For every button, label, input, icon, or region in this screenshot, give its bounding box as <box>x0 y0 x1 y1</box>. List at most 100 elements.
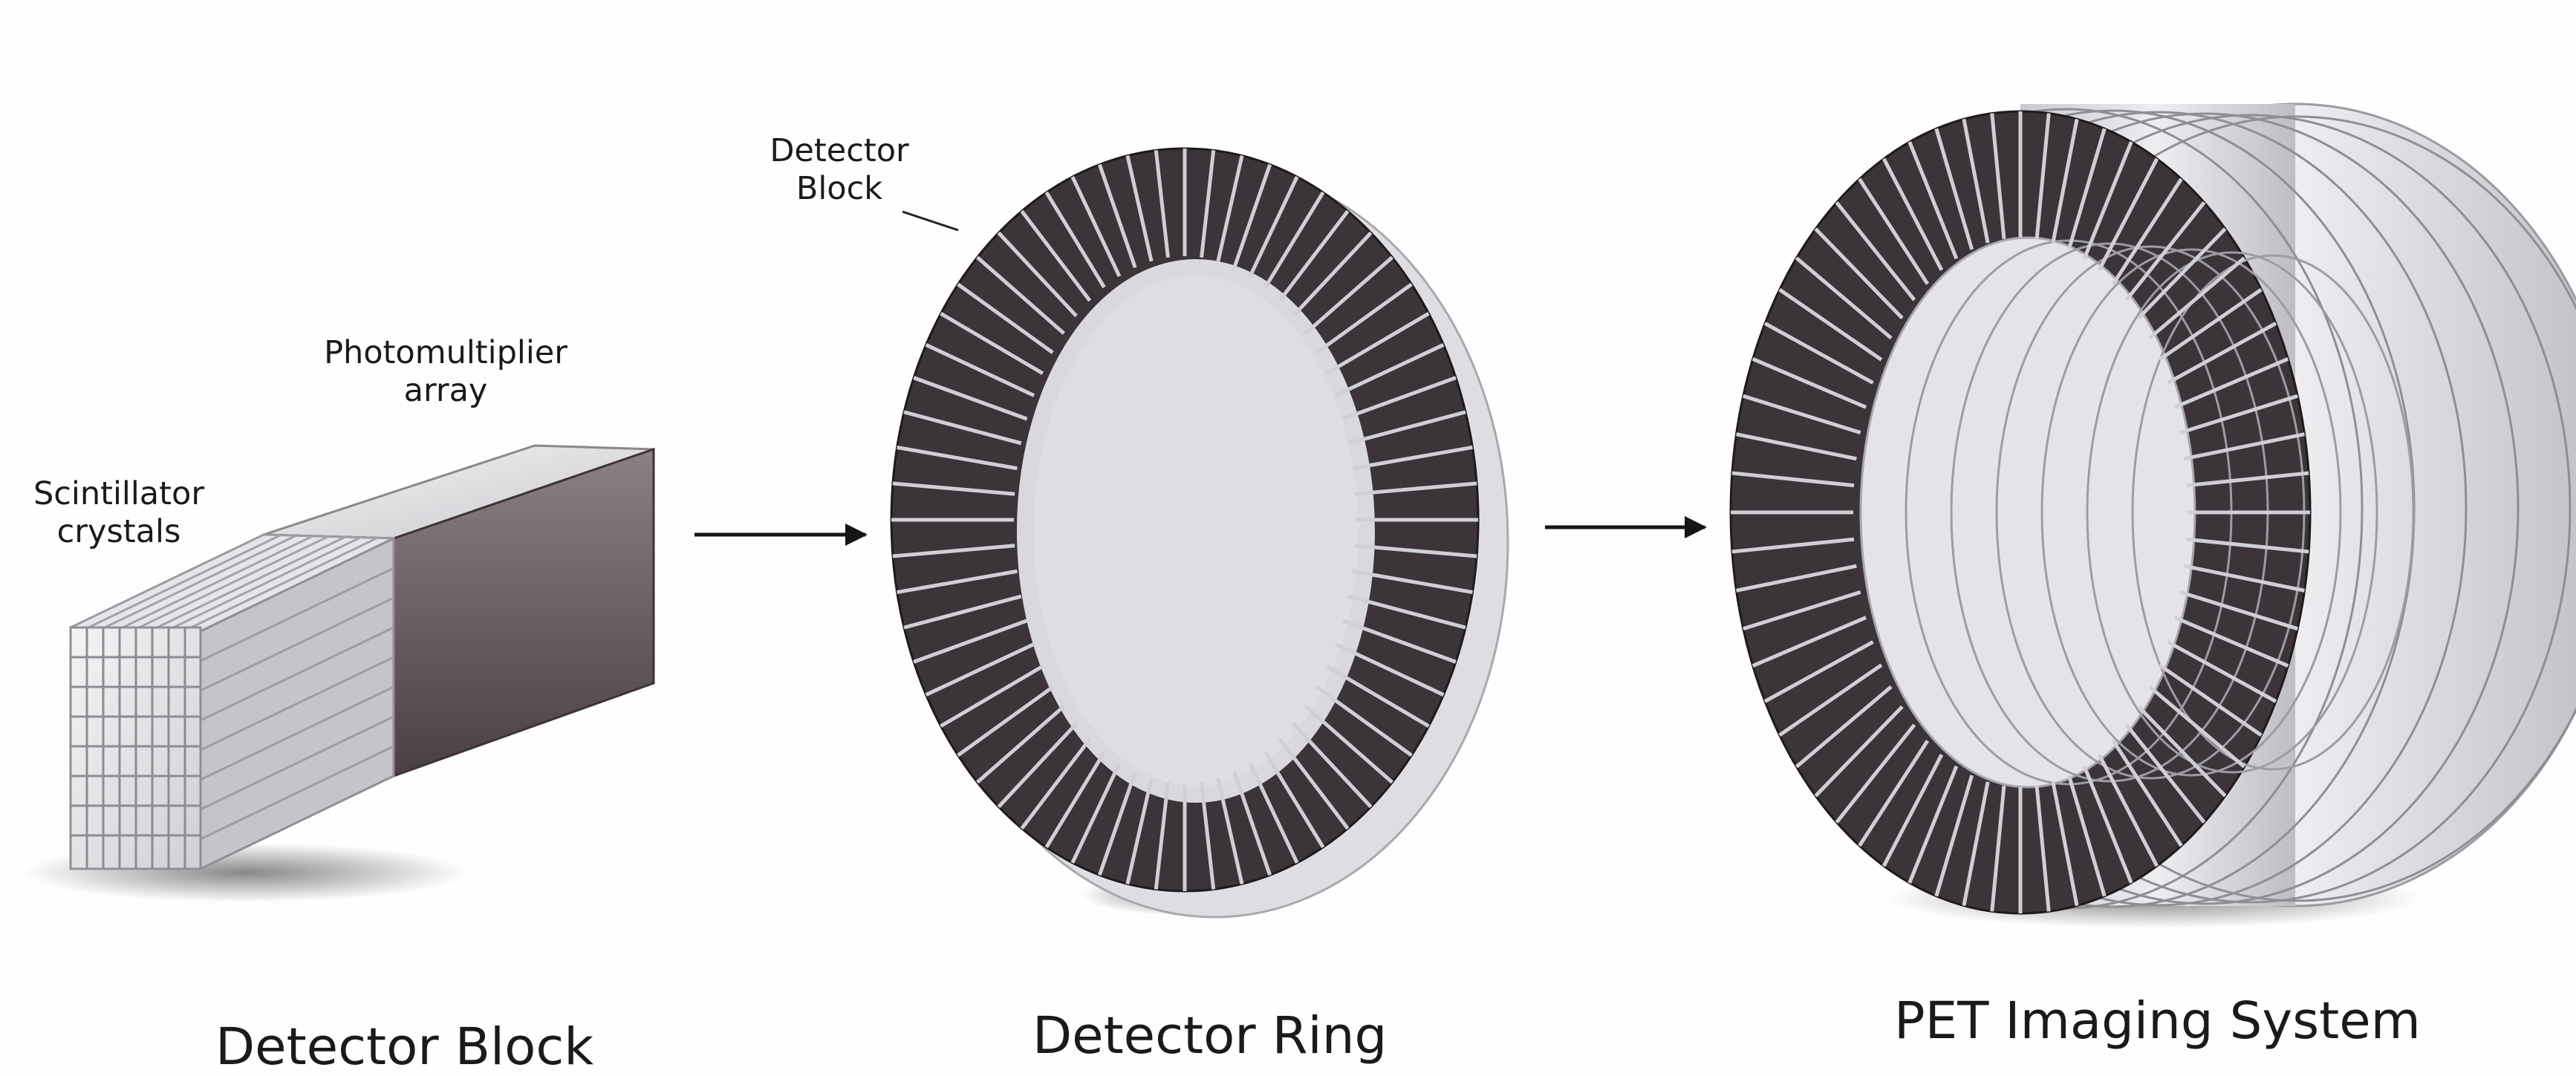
separator-line <box>1962 118 1990 244</box>
separator-line <box>1341 376 1457 421</box>
separator-line <box>897 445 1018 471</box>
separator-line <box>1200 150 1216 258</box>
separator-line <box>1934 128 1974 250</box>
crystal-grid <box>71 627 201 869</box>
separator-line <box>976 705 1066 784</box>
separator-line <box>1097 163 1137 269</box>
separator-line <box>2137 227 2227 320</box>
separator-line <box>1735 564 1857 593</box>
separator-line <box>1216 777 1244 884</box>
separator-line <box>1334 642 1445 697</box>
separator-line <box>1125 155 1154 262</box>
separator-line <box>1763 322 1874 385</box>
separator-line <box>1070 175 1122 278</box>
separator-line <box>2148 685 2246 769</box>
separator-line <box>2111 740 2183 847</box>
separator-line <box>1858 177 1930 285</box>
separator-line <box>1020 209 1092 302</box>
separator-line <box>940 665 1044 728</box>
separator-line <box>1044 191 1106 289</box>
separator-line <box>1731 537 1855 554</box>
separator-line <box>2082 765 2133 884</box>
separator-line <box>2111 177 2183 285</box>
separator-line <box>892 544 1015 558</box>
separator-line <box>1325 312 1430 375</box>
separator-line <box>1881 157 1944 271</box>
separator-line <box>2158 287 2263 362</box>
separator-line <box>1232 771 1272 876</box>
separator-line <box>1835 201 1916 301</box>
separator-line <box>1315 282 1413 354</box>
separator-line <box>1962 781 1990 907</box>
photomultiplier-label: Photomultiplier array <box>282 334 609 409</box>
separator-line <box>903 594 1022 630</box>
separator-line <box>1325 665 1430 728</box>
detector-block-pointer <box>902 210 959 232</box>
crystal-side-lines <box>200 567 394 841</box>
detector-block-illustration <box>22 444 655 902</box>
separator-line <box>1154 782 1170 890</box>
separator-line <box>1232 163 1272 269</box>
separator-line <box>1907 765 1959 884</box>
separator-line <box>2124 723 2206 824</box>
separator-line <box>1752 616 1867 668</box>
separator-line <box>913 376 1028 421</box>
separator-line <box>1248 175 1299 278</box>
bore-band <box>2040 248 2342 777</box>
separator-line <box>2051 781 2079 907</box>
scintillator-label: Scintillator crystals <box>22 475 215 550</box>
separator-line <box>940 312 1044 375</box>
scintillator-label-line2: crystals <box>56 512 181 550</box>
separator-line <box>1044 751 1106 849</box>
caption-pet-imaging-system: PET Imaging System <box>1894 991 2421 1051</box>
separator-line <box>2167 640 2277 703</box>
separator-line <box>2124 201 2206 301</box>
bore-band <box>2131 254 2415 771</box>
separator-line <box>2179 590 2298 631</box>
separator-line <box>1881 754 1944 867</box>
separator-line <box>1858 740 1930 847</box>
separator-line <box>1334 343 1445 397</box>
separator-line <box>1248 762 1299 864</box>
separator-line <box>2158 663 2263 737</box>
separator-line <box>2035 785 2051 912</box>
separator-line <box>1070 762 1122 864</box>
separator-line <box>1795 256 1893 340</box>
separator-line <box>1347 410 1466 446</box>
separator-line <box>1907 141 1959 260</box>
separator-line <box>2137 705 2227 798</box>
separator-line <box>1752 357 1867 409</box>
crystal-top-lines <box>86 534 379 632</box>
separator-line <box>2179 394 2298 434</box>
separator-line <box>1278 209 1350 302</box>
separator-line <box>897 569 1018 595</box>
separator-line <box>1341 619 1457 664</box>
separator-line <box>2186 537 2309 554</box>
separator-line <box>1304 255 1393 335</box>
separator-line <box>2097 754 2159 867</box>
separator-line <box>2173 357 2289 409</box>
separator-line <box>1263 191 1325 289</box>
photomultiplier-label-line2: array <box>403 371 488 409</box>
caption-detector-block: Detector Block <box>215 1017 594 1076</box>
separator-line <box>1735 432 1857 461</box>
detector-block-pointer-line1: Detector <box>770 132 909 169</box>
separator-line <box>1990 785 2006 912</box>
separator-line <box>1743 590 1861 631</box>
separator-line <box>1352 445 1473 471</box>
separator-line <box>2167 322 2277 385</box>
separator-line <box>1352 569 1473 595</box>
separator-line <box>892 481 1015 496</box>
separator-line <box>1304 705 1393 784</box>
caption-detector-ring: Detector Ring <box>1032 1006 1388 1066</box>
separator-line <box>1216 155 1244 262</box>
ring-block-separators <box>891 149 1478 891</box>
separator-line <box>903 410 1022 446</box>
separator-line <box>1835 723 1916 824</box>
separator-line <box>2035 113 2051 240</box>
separator-line <box>1743 394 1861 434</box>
separator-line <box>957 685 1054 757</box>
detector-block-pointer-line2: Block <box>796 169 883 207</box>
